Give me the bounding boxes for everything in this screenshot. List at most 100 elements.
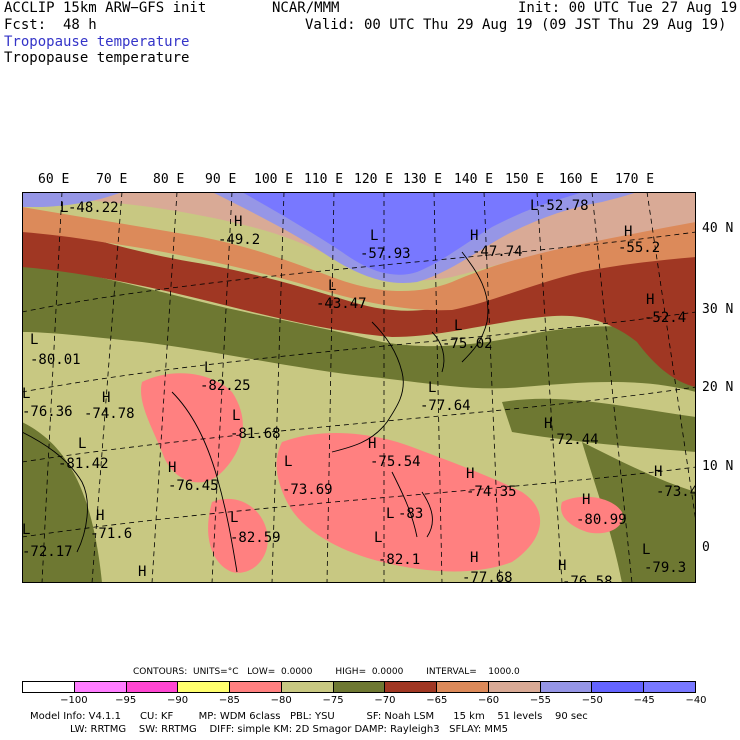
extremum-value: -75.02: [442, 336, 493, 352]
lon-label: 80 E: [153, 172, 185, 187]
legend-tick-label: −90: [166, 695, 189, 706]
valid-time: Valid: 00 UTC Thu 29 Aug 19 (09 JST Thu …: [305, 17, 727, 33]
extremum-label: L: [60, 200, 68, 216]
extremum-value: -57.93: [360, 246, 411, 262]
legend-color-cell: [333, 682, 386, 692]
legend-tick-label: −70: [374, 695, 396, 706]
legend-tick-label: −55: [529, 695, 552, 706]
field-band-orange: [22, 207, 696, 311]
extremum-label: H: [368, 436, 376, 452]
forecast-hour: Fcst: 48 h: [4, 17, 97, 33]
extremum-value: -80.01: [30, 352, 81, 368]
extremum-label: L: [78, 436, 86, 452]
model-info-line2: LW: RRTMG SW: RRTMG DIFF: simple KM: 2D …: [70, 724, 509, 735]
extremum-label: L: [230, 510, 238, 526]
extremum-label: L: [204, 360, 212, 376]
extremum-label: L: [232, 408, 240, 424]
extremum-value: -76.58: [562, 574, 613, 583]
field-patch-blue-nw: [22, 192, 122, 207]
extremum-value: -75.54: [370, 454, 421, 470]
lat-label: 30 N: [702, 302, 734, 317]
field-patch-pink-4: [561, 496, 623, 534]
lon-label: 130 E: [403, 172, 443, 187]
lat-label: 10 N: [702, 459, 734, 474]
extrema-annotations: L -48.22 H -49.2 L -57.93 H -47.74 L -52…: [22, 198, 696, 583]
extremum-value: -74.78: [84, 406, 135, 422]
legend-tick-label: −75: [322, 695, 344, 706]
legend-tick-label: −45: [633, 695, 655, 706]
extremum-value: -79.3: [644, 560, 686, 576]
extremum-label: L: [328, 278, 336, 294]
chart-title: ACCLIP 15km ARW−GFS init: [4, 0, 207, 16]
extremum-label: L: [284, 454, 292, 470]
extremum-value: -76.36: [22, 404, 73, 420]
extremum-value: -77.68: [462, 570, 513, 583]
field-band-blue: [242, 192, 584, 275]
legend-color-cell: [385, 682, 438, 692]
field-patch-pink-3: [208, 498, 268, 573]
legend-color-cell: [230, 682, 282, 692]
extremum-value: -74.35: [466, 484, 517, 500]
extremum-value: -73.69: [282, 482, 333, 498]
extremum-value: -73.4: [656, 484, 696, 500]
lon-label: 100 E: [254, 172, 294, 187]
extremum-label: H: [234, 214, 242, 230]
map-frame: [22, 192, 696, 583]
legend-color-cell: [281, 682, 334, 692]
extremum-value: -80.99: [576, 512, 627, 528]
extremum-label: H: [544, 416, 552, 432]
model-info-line1: Model Info: V4.1.1 CU: KF MP: WDM 6class…: [30, 711, 588, 722]
extremum-label: L: [22, 386, 30, 402]
lon-label: 120 E: [354, 172, 394, 187]
lon-label: 90 E: [205, 172, 237, 187]
legend-color-cell: [126, 682, 179, 692]
init-time: Init: 00 UTC Tue 27 Aug 19: [518, 0, 738, 16]
lat-label: 20 N: [702, 380, 734, 395]
extremum-value: -52.4: [644, 310, 686, 326]
lat-label: 40 N: [702, 221, 734, 236]
legend-tick-label: −40: [685, 695, 707, 706]
color-legend-ticks: −100 −95 −90 −85 −80 −75 −70 −65 −60 −55 −50 −45 −40…: [22, 695, 722, 707]
lon-label: 160 E: [559, 172, 599, 187]
extremum-value: -52.78: [538, 198, 589, 214]
extremum-label: L: [642, 542, 650, 558]
extremum-label: L: [374, 530, 382, 546]
extremum-value: -82.1: [378, 552, 420, 568]
field-patch-olive: [502, 398, 696, 452]
extremum-label: L: [386, 506, 394, 522]
color-legend-bar: [22, 681, 696, 693]
extremum-label: L: [30, 332, 38, 348]
coastlines: [22, 251, 489, 573]
extremum-label: H: [470, 550, 478, 566]
legend-tick-label: −95: [115, 695, 137, 706]
extremum-value: -72.44: [548, 432, 599, 448]
legend-color-cell: [178, 682, 231, 692]
extremum-label: H: [582, 492, 590, 508]
legend-tick-label: −80: [270, 695, 292, 706]
lon-label: 140 E: [454, 172, 494, 187]
legend-tick-label: −50: [581, 695, 603, 706]
map-canvas: L -48.22 H -49.2 L -57.93 H -47.74 L -52…: [22, 192, 696, 583]
field-patch-pink-1: [141, 373, 243, 483]
extremum-value: -48.22: [68, 200, 119, 216]
field-label-shaded: Tropopause temperature: [4, 34, 190, 50]
center-label: NCAR/MMM: [272, 0, 340, 16]
extremum-label: H: [168, 460, 176, 476]
lon-label: 60 E: [38, 172, 70, 187]
extremum-label: H: [102, 390, 110, 406]
extremum-value: -82.59: [230, 530, 281, 546]
extremum-label: L: [428, 380, 436, 396]
legend-color-cell: [74, 682, 127, 692]
extremum-label: H: [96, 508, 104, 524]
field-band-olive-sw: [22, 422, 102, 583]
extremum-label: H: [470, 228, 478, 244]
extremum-value: -47.74: [472, 244, 523, 260]
extremum-label: H: [138, 564, 146, 580]
legend-tick-label: −85: [218, 695, 240, 706]
lat-label: 0: [702, 540, 710, 555]
legend-color-cell: [592, 682, 645, 692]
tropopause-map: L -48.22 H -49.2 L -57.93 H -47.74 L -52…: [22, 192, 696, 583]
contour-info: CONTOURS: UNITS=°C LOW= 0.0000 HIGH= 0.0…: [133, 667, 520, 677]
lon-label: 70 E: [96, 172, 128, 187]
extremum-value: -55.2: [618, 240, 660, 256]
